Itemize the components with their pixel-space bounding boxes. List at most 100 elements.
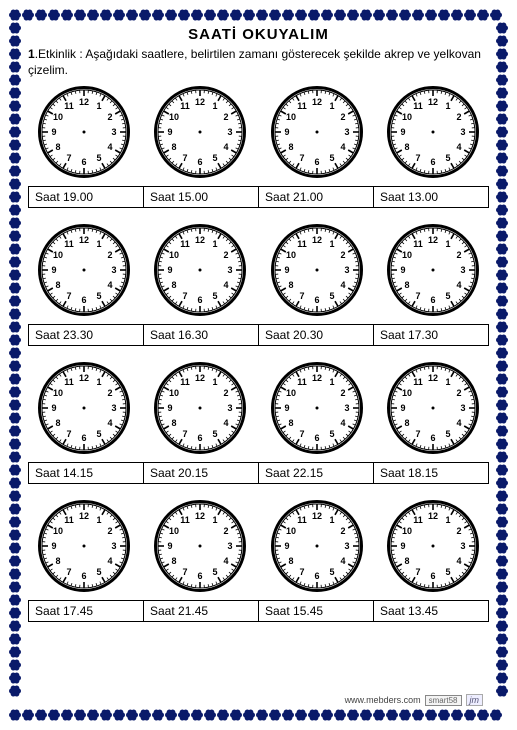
clock-face: 123456789101112: [38, 362, 130, 454]
svg-text:9: 9: [168, 127, 173, 137]
svg-text:2: 2: [224, 526, 229, 536]
svg-text:2: 2: [456, 250, 461, 260]
clock-cell: 123456789101112: [28, 224, 140, 316]
svg-text:10: 10: [286, 112, 296, 122]
svg-text:6: 6: [198, 433, 203, 443]
svg-text:11: 11: [297, 101, 307, 111]
svg-text:1: 1: [445, 101, 450, 111]
svg-text:8: 8: [404, 418, 409, 428]
svg-text:8: 8: [288, 556, 293, 566]
svg-text:9: 9: [284, 403, 289, 413]
svg-text:8: 8: [56, 142, 61, 152]
svg-text:6: 6: [430, 295, 435, 305]
svg-text:1: 1: [97, 515, 102, 525]
svg-text:11: 11: [297, 239, 307, 249]
clock-cell: 123456789101112: [28, 500, 140, 592]
clock-face: 123456789101112: [38, 86, 130, 178]
svg-text:1: 1: [213, 515, 218, 525]
svg-text:6: 6: [314, 433, 319, 443]
svg-text:3: 3: [344, 265, 349, 275]
svg-text:10: 10: [169, 388, 179, 398]
clock-face: 123456789101112: [154, 500, 246, 592]
svg-text:6: 6: [198, 571, 203, 581]
svg-text:8: 8: [56, 556, 61, 566]
svg-text:4: 4: [340, 418, 345, 428]
svg-text:2: 2: [108, 112, 113, 122]
svg-text:1: 1: [213, 101, 218, 111]
svg-text:3: 3: [228, 541, 233, 551]
svg-text:4: 4: [108, 280, 113, 290]
svg-text:10: 10: [402, 526, 412, 536]
time-label: Saat 16.30: [144, 325, 259, 345]
svg-text:9: 9: [52, 127, 57, 137]
svg-text:7: 7: [67, 291, 72, 301]
svg-text:1: 1: [445, 239, 450, 249]
clock-cell: 123456789101112: [261, 224, 373, 316]
svg-text:4: 4: [456, 280, 461, 290]
svg-text:5: 5: [445, 567, 450, 577]
footer-badge: smart58: [425, 695, 462, 706]
clock-cell: 123456789101112: [377, 362, 489, 454]
svg-text:9: 9: [284, 265, 289, 275]
svg-text:6: 6: [314, 571, 319, 581]
clock-cell: 123456789101112: [261, 86, 373, 178]
label-row: Saat 17.45Saat 21.45Saat 15.45Saat 13.45: [28, 600, 489, 622]
svg-text:1: 1: [97, 239, 102, 249]
svg-text:11: 11: [181, 239, 191, 249]
svg-text:9: 9: [400, 541, 405, 551]
svg-text:5: 5: [445, 291, 450, 301]
svg-text:8: 8: [172, 280, 177, 290]
svg-text:6: 6: [198, 157, 203, 167]
svg-text:12: 12: [195, 97, 205, 107]
svg-text:11: 11: [297, 515, 307, 525]
svg-text:8: 8: [288, 280, 293, 290]
svg-text:5: 5: [97, 153, 102, 163]
time-label: Saat 22.15: [259, 463, 374, 483]
svg-text:6: 6: [430, 157, 435, 167]
svg-text:3: 3: [460, 403, 465, 413]
clock-cell: 123456789101112: [144, 224, 256, 316]
svg-text:12: 12: [428, 373, 438, 383]
time-label: Saat 18.15: [374, 463, 488, 483]
svg-text:7: 7: [67, 567, 72, 577]
svg-text:11: 11: [181, 377, 191, 387]
svg-text:6: 6: [198, 295, 203, 305]
time-label: Saat 20.30: [259, 325, 374, 345]
svg-text:7: 7: [299, 429, 304, 439]
svg-text:6: 6: [430, 571, 435, 581]
svg-text:3: 3: [112, 127, 117, 137]
clock-face: 123456789101112: [154, 224, 246, 316]
svg-text:8: 8: [288, 142, 293, 152]
clock-row: 1234567891011121234567891011121234567891…: [28, 224, 489, 316]
svg-text:6: 6: [82, 571, 87, 581]
svg-text:11: 11: [64, 377, 74, 387]
svg-text:5: 5: [445, 429, 450, 439]
clock-face: 123456789101112: [271, 224, 363, 316]
svg-text:2: 2: [340, 112, 345, 122]
svg-text:12: 12: [428, 235, 438, 245]
svg-text:11: 11: [413, 239, 423, 249]
svg-text:2: 2: [224, 250, 229, 260]
label-row: Saat 14.15Saat 20.15Saat 22.15Saat 18.15: [28, 462, 489, 484]
svg-text:2: 2: [340, 526, 345, 536]
svg-text:5: 5: [329, 429, 334, 439]
svg-text:10: 10: [169, 250, 179, 260]
svg-text:5: 5: [213, 291, 218, 301]
svg-text:11: 11: [181, 515, 191, 525]
svg-text:7: 7: [183, 429, 188, 439]
time-label: Saat 19.00: [29, 187, 144, 207]
svg-text:12: 12: [195, 511, 205, 521]
clock-face: 123456789101112: [38, 500, 130, 592]
time-label: Saat 17.30: [374, 325, 488, 345]
svg-text:11: 11: [64, 515, 74, 525]
clock-cell: 123456789101112: [261, 500, 373, 592]
svg-text:5: 5: [213, 429, 218, 439]
svg-text:3: 3: [112, 265, 117, 275]
clock-face: 123456789101112: [387, 500, 479, 592]
svg-text:4: 4: [224, 142, 229, 152]
svg-text:4: 4: [108, 556, 113, 566]
svg-text:3: 3: [112, 403, 117, 413]
svg-text:2: 2: [108, 388, 113, 398]
clock-cell: 123456789101112: [28, 362, 140, 454]
svg-text:2: 2: [340, 250, 345, 260]
